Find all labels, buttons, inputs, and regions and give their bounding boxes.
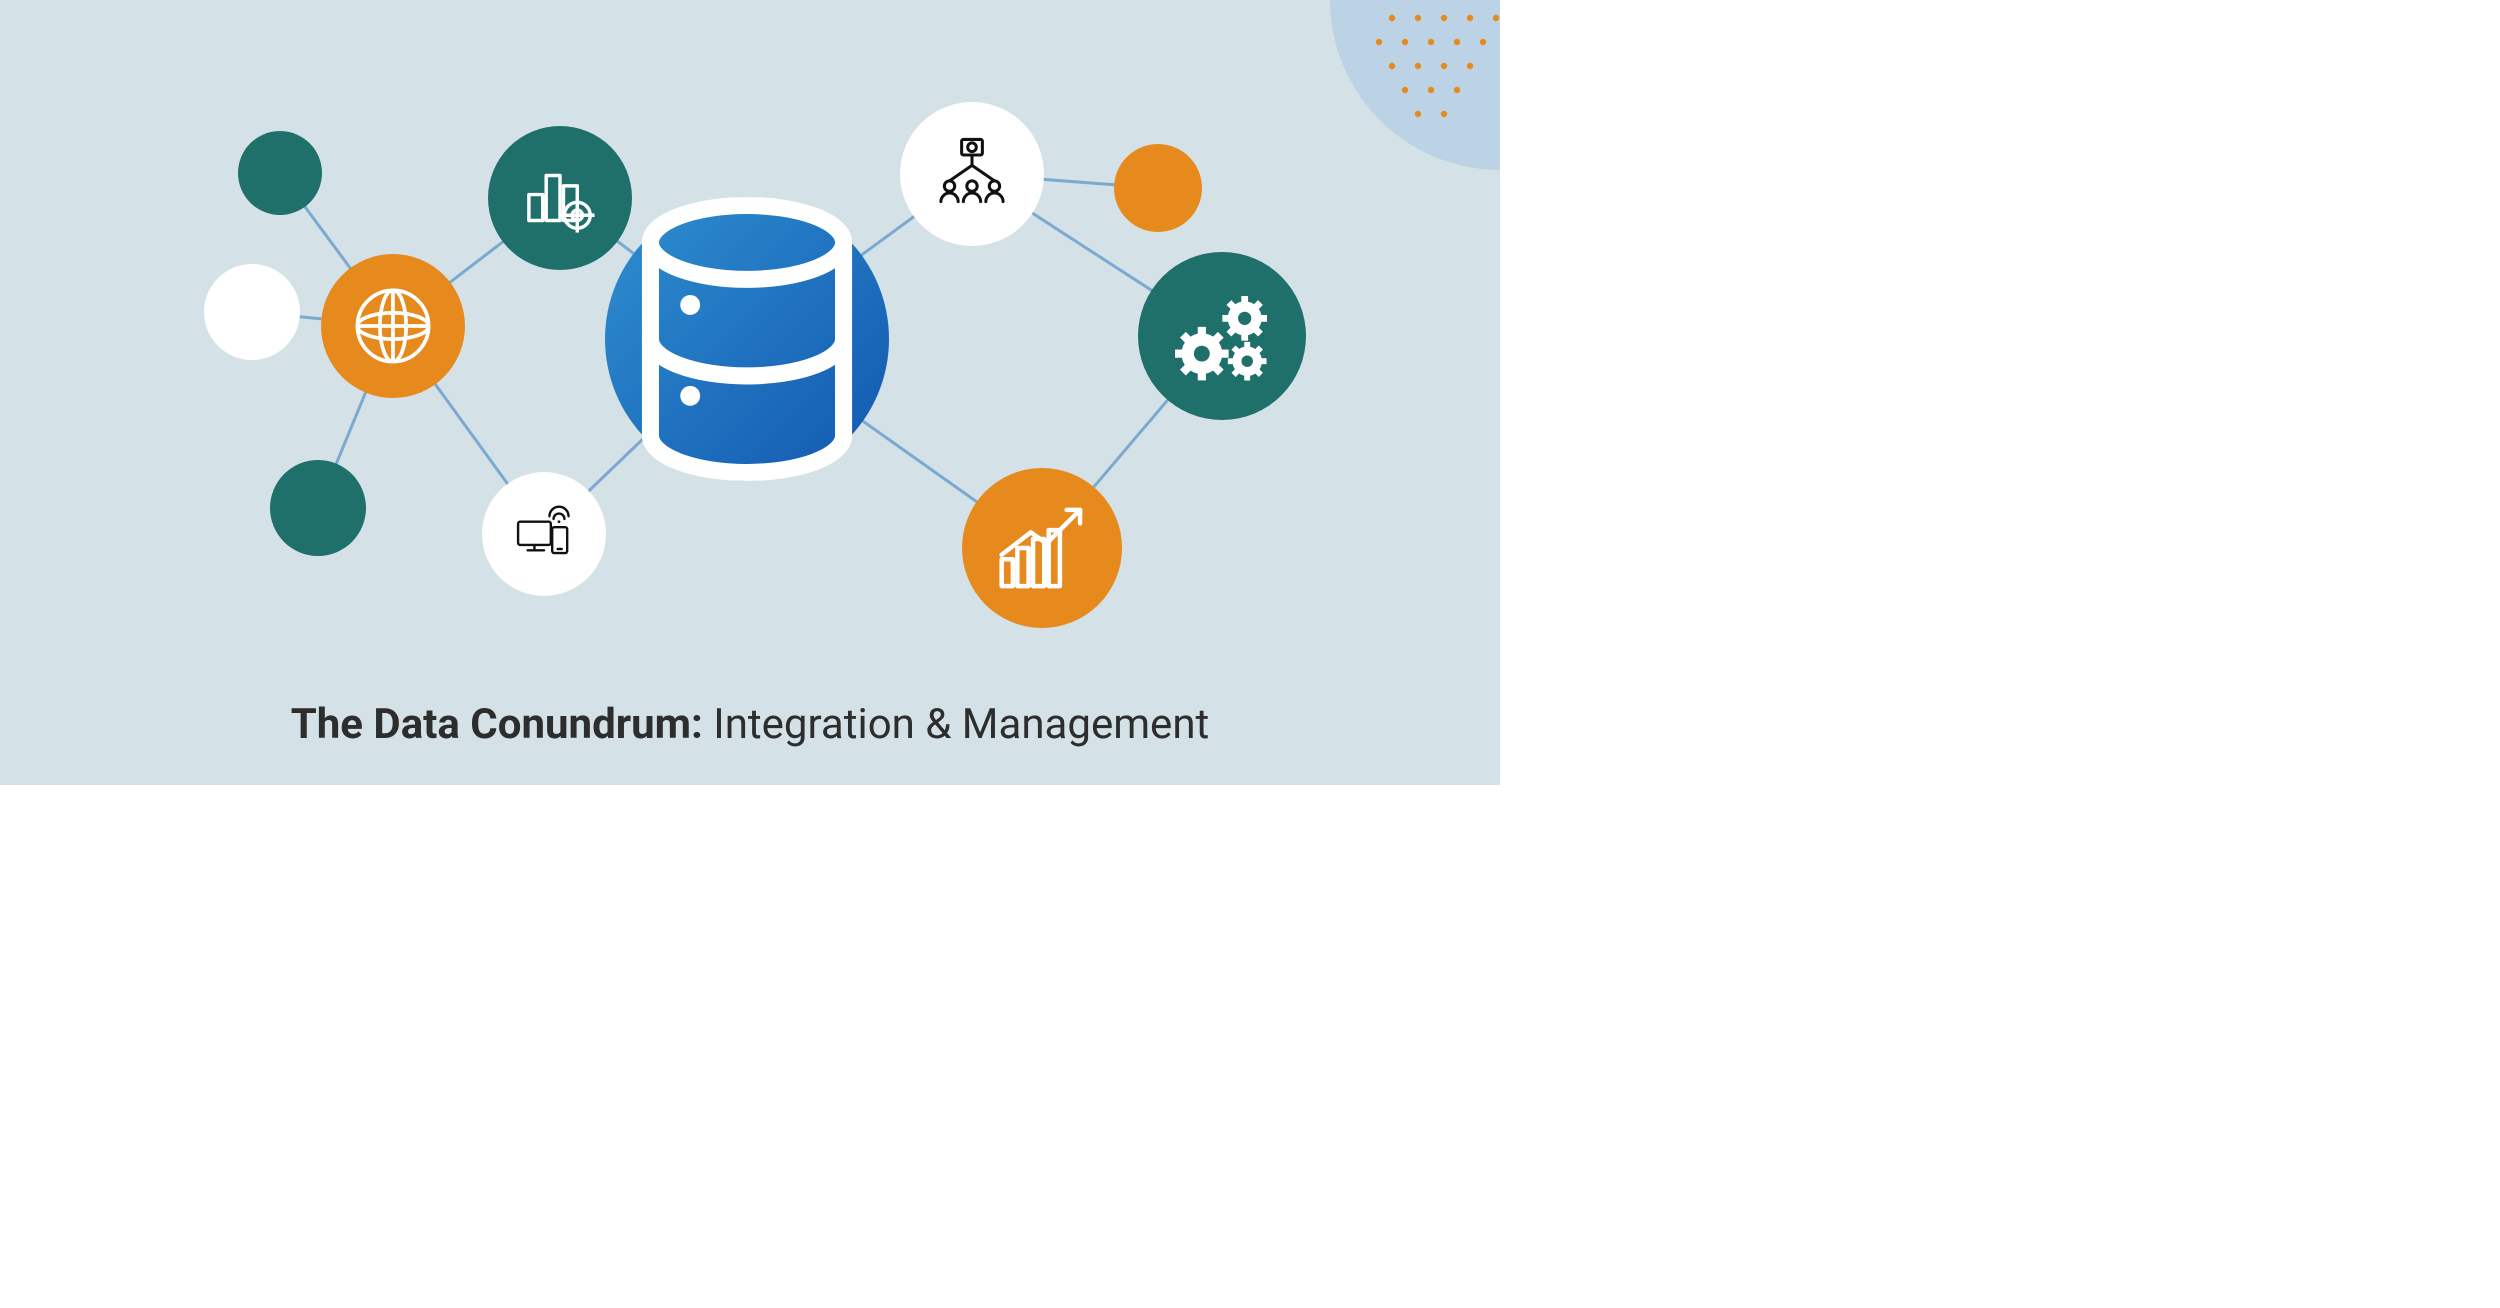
node-white-dot [204, 264, 300, 360]
node-teal-dot-top [238, 131, 322, 215]
decor-dot [1467, 15, 1473, 21]
decor-dot [1441, 15, 1447, 21]
node-globe [321, 254, 465, 398]
title-block: The Data Conundrum: Integration & Manage… [0, 700, 1500, 749]
devices-circle [482, 472, 606, 596]
title-bold: The Data Conundrum: [291, 700, 703, 749]
decor-dot [1441, 63, 1447, 69]
node-gears [1138, 252, 1306, 420]
decor-dot [1467, 63, 1473, 69]
node-growth [962, 468, 1122, 628]
title-regular: Integration & Management [703, 700, 1209, 749]
node-bar-target [488, 126, 632, 270]
decor-dot [1480, 39, 1486, 45]
node-database [605, 197, 889, 481]
decor-dot [1402, 39, 1408, 45]
teal-dot-top-circle [238, 131, 322, 215]
decor-dot [1389, 63, 1395, 69]
decor-dot [1415, 111, 1421, 117]
decor-dot [1415, 63, 1421, 69]
globe-icon [357, 290, 428, 361]
white-dot-circle [204, 264, 300, 360]
diagram-svg [0, 0, 1500, 785]
decor-dot [1389, 15, 1395, 21]
teal-dot-bottom-circle [270, 460, 366, 556]
decor-dot [1402, 87, 1408, 93]
node-teal-dot-bottom [270, 460, 366, 556]
decor-dot [1454, 39, 1460, 45]
decor-dot [1454, 87, 1460, 93]
team-circle [900, 102, 1044, 246]
decor-dot [1428, 87, 1434, 93]
infographic-canvas: The Data Conundrum: Integration & Manage… [0, 0, 1500, 785]
decor-dot [1441, 111, 1447, 117]
orange-dot-circle [1114, 144, 1202, 232]
decor-dot [1415, 15, 1421, 21]
decor-dot [1493, 15, 1499, 21]
decor-dot [1376, 39, 1382, 45]
node-orange-dot [1114, 144, 1202, 232]
corner-circle [1330, 0, 1500, 170]
decor-dot [1428, 39, 1434, 45]
node-team [900, 102, 1044, 246]
node-devices [482, 472, 606, 596]
